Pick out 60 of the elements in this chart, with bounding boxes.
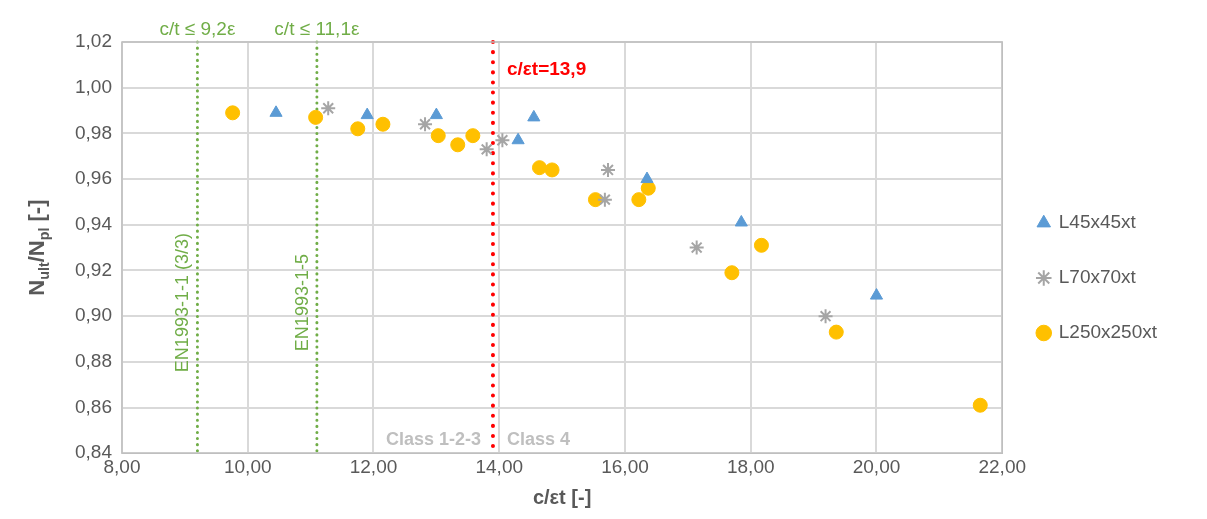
point bbox=[640, 180, 656, 196]
point bbox=[450, 137, 466, 153]
point bbox=[640, 171, 654, 184]
y-tick-label: 0,96 bbox=[75, 167, 112, 189]
y-tick-label: 0,98 bbox=[75, 121, 112, 143]
y-tick-label: 0,86 bbox=[75, 395, 112, 417]
point bbox=[544, 162, 560, 178]
point bbox=[688, 239, 705, 256]
point bbox=[527, 109, 541, 122]
point bbox=[753, 237, 769, 253]
x-tick-label: 12,00 bbox=[349, 455, 398, 477]
point bbox=[817, 308, 834, 325]
x-tick-label: 22,00 bbox=[978, 455, 1027, 477]
point bbox=[724, 265, 740, 281]
point bbox=[350, 121, 366, 137]
x-tick-label: 20,00 bbox=[852, 455, 901, 477]
ref-line-label: EN1993-1-1 (3/3) bbox=[172, 233, 193, 373]
ref-line-label: EN1993-1-5 bbox=[291, 254, 312, 352]
annotation: c/t ≤ 11,1ε bbox=[274, 17, 360, 39]
y-tick-label: 0,90 bbox=[75, 304, 112, 326]
point bbox=[430, 128, 446, 144]
x-axis-title: c/εt [-] bbox=[532, 485, 592, 508]
annotation: c/t ≤ 9,2ε bbox=[159, 17, 236, 39]
legend-label: L250x250xt bbox=[1058, 321, 1158, 343]
ref-line-label: c/εt=13,9 bbox=[506, 58, 587, 80]
y-tick-label: 1,00 bbox=[75, 75, 112, 97]
annotation: Class 1-2-3 bbox=[385, 429, 481, 450]
point bbox=[417, 116, 434, 133]
point bbox=[587, 192, 603, 208]
x-tick-label: 18,00 bbox=[726, 455, 775, 477]
point bbox=[511, 132, 525, 145]
point bbox=[596, 191, 613, 208]
point bbox=[828, 324, 844, 340]
point bbox=[600, 161, 617, 178]
point bbox=[972, 397, 988, 413]
y-tick-label: 0,94 bbox=[75, 212, 113, 234]
point bbox=[269, 105, 283, 117]
y-axis-title: Nult/Npl [-] bbox=[24, 199, 52, 296]
y-tick-label: 0,88 bbox=[75, 350, 112, 372]
x-tick-label: 14,00 bbox=[475, 455, 524, 477]
point bbox=[478, 141, 495, 158]
point bbox=[869, 288, 884, 300]
legend-label: L45x45xt bbox=[1058, 211, 1137, 233]
point bbox=[734, 214, 748, 227]
point bbox=[429, 107, 443, 120]
legend-label: L70x70xt bbox=[1058, 266, 1137, 288]
x-tick-label: 16,00 bbox=[601, 455, 649, 477]
point bbox=[631, 192, 647, 208]
point bbox=[531, 160, 547, 176]
point bbox=[320, 100, 337, 117]
point bbox=[375, 116, 391, 132]
point bbox=[225, 105, 241, 121]
point bbox=[465, 128, 481, 144]
point bbox=[494, 132, 511, 149]
y-tick-label: 0,92 bbox=[75, 258, 112, 280]
annotation: Class 4 bbox=[506, 429, 570, 450]
y-tick-label: 1,02 bbox=[75, 30, 112, 52]
point bbox=[360, 107, 374, 120]
point bbox=[308, 109, 324, 125]
x-tick-label: 10,00 bbox=[223, 455, 272, 477]
